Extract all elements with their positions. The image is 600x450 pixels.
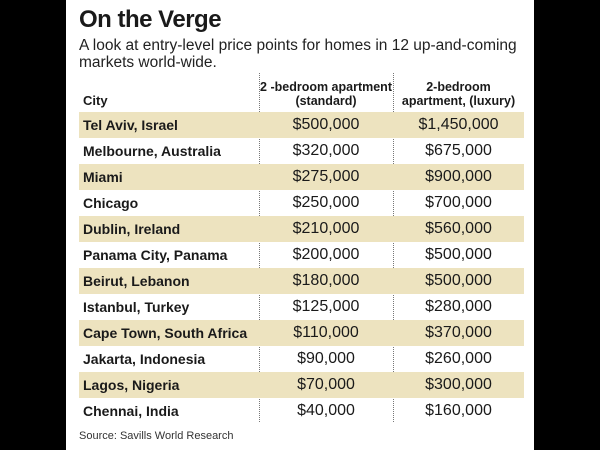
table-row: Dublin, Ireland $210,000 $560,000 xyxy=(79,216,524,242)
standard-price-cell: $125,000 xyxy=(292,298,360,315)
chart-title: On the Verge xyxy=(79,6,222,33)
header-luxury: 2-bedroom apartment, (luxury) xyxy=(401,80,516,108)
city-cell: Cape Town, South Africa xyxy=(83,325,248,341)
city-cell: Panama City, Panama xyxy=(83,247,228,263)
luxury-price-cell: $260,000 xyxy=(425,350,492,367)
luxury-price-cell: $160,000 xyxy=(425,402,492,419)
luxury-price-cell: $500,000 xyxy=(425,272,492,289)
standard-price-cell: $40,000 xyxy=(297,402,355,419)
table-row: Tel Aviv, Israel $500,000 $1,450,000 xyxy=(79,112,524,138)
column-divider-1 xyxy=(259,73,260,422)
standard-price-cell: $250,000 xyxy=(292,194,360,211)
standard-price-cell: $180,000 xyxy=(292,272,360,289)
luxury-price-cell: $560,000 xyxy=(425,220,492,237)
chart-subtitle: A look at entry-level price points for h… xyxy=(79,37,517,71)
city-cell: Dublin, Ireland xyxy=(83,221,181,237)
city-cell: Istanbul, Turkey xyxy=(83,299,190,315)
column-divider-2 xyxy=(393,73,394,422)
table-row: Chennai, India $40,000 $160,000 xyxy=(79,398,524,424)
table-row: Melbourne, Australia $320,000 $675,000 xyxy=(79,138,524,164)
table-row: Istanbul, Turkey $125,000 $280,000 xyxy=(79,294,524,320)
luxury-price-cell: $1,450,000 xyxy=(418,116,499,133)
header-standard: 2 -bedroom apartment (standard) xyxy=(260,80,392,108)
city-cell: Jakarta, Indonesia xyxy=(83,351,206,367)
table-row: Lagos, Nigeria $70,000 $300,000 xyxy=(79,372,524,398)
standard-price-cell: $90,000 xyxy=(297,350,355,367)
table-row: Jakarta, Indonesia $90,000 $260,000 xyxy=(79,346,524,372)
table-row: Cape Town, South Africa $110,000 $370,000 xyxy=(79,320,524,346)
luxury-price-cell: $370,000 xyxy=(425,324,492,341)
luxury-price-cell: $300,000 xyxy=(425,376,492,393)
city-cell: Miami xyxy=(83,169,123,185)
standard-price-cell: $70,000 xyxy=(297,376,355,393)
standard-price-cell: $210,000 xyxy=(292,220,360,237)
luxury-price-cell: $675,000 xyxy=(425,142,492,159)
luxury-price-cell: $500,000 xyxy=(425,246,492,263)
standard-price-cell: $320,000 xyxy=(292,142,360,159)
header-city: City xyxy=(83,93,108,108)
table-header-row: City 2 -bedroom apartment (standard) 2-b… xyxy=(79,73,524,112)
city-cell: Chennai, India xyxy=(83,403,179,419)
table-row: Beirut, Lebanon $180,000 $500,000 xyxy=(79,268,524,294)
city-cell: Tel Aviv, Israel xyxy=(83,117,178,133)
source-note: Source: Savills World Research xyxy=(79,430,234,442)
standard-price-cell: $275,000 xyxy=(292,168,360,185)
standard-price-cell: $110,000 xyxy=(293,324,359,341)
city-cell: Melbourne, Australia xyxy=(83,143,221,159)
table-row: Panama City, Panama $200,000 $500,000 xyxy=(79,242,524,268)
city-cell: Lagos, Nigeria xyxy=(83,377,180,393)
standard-price-cell: $200,000 xyxy=(292,246,360,263)
luxury-price-cell: $700,000 xyxy=(425,194,492,211)
luxury-price-cell: $900,000 xyxy=(425,168,492,185)
table-body: Tel Aviv, Israel $500,000 $1,450,000 Melbou… xyxy=(79,112,524,424)
table-row: Miami $275,000 $900,000 xyxy=(79,164,524,190)
city-cell: Beirut, Lebanon xyxy=(83,273,190,289)
chart-panel: On the Verge A look at entry-level price… xyxy=(66,0,534,450)
price-table: City 2 -bedroom apartment (standard) 2-b… xyxy=(79,73,524,424)
city-cell: Chicago xyxy=(83,195,139,211)
luxury-price-cell: $280,000 xyxy=(425,298,492,315)
table-row: Chicago $250,000 $700,000 xyxy=(79,190,524,216)
standard-price-cell: $500,000 xyxy=(292,116,360,133)
